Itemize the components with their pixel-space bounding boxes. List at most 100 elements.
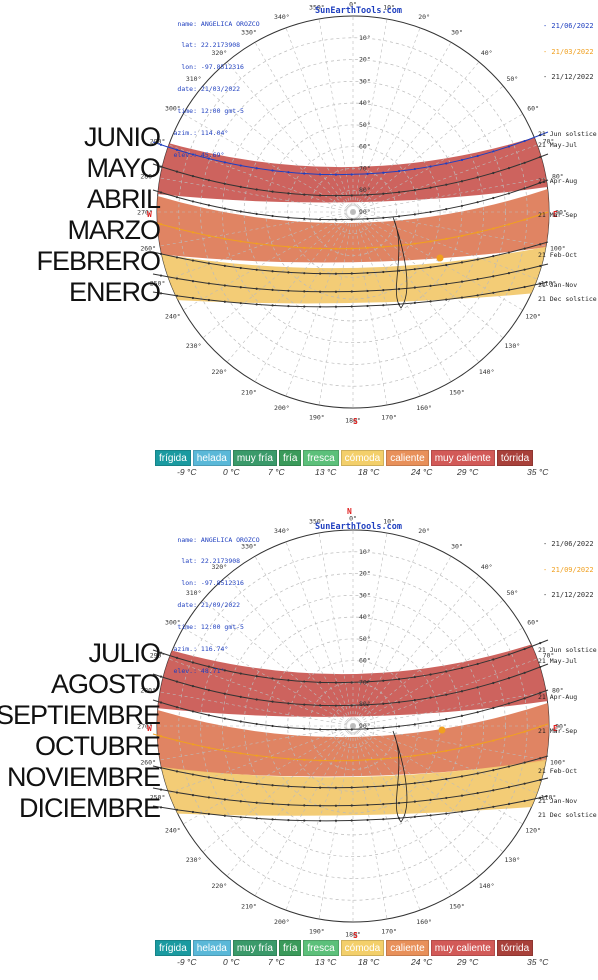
- sun-path-point: [523, 761, 526, 764]
- sun-path-point: [334, 804, 338, 807]
- sun-path-point: [319, 786, 322, 789]
- sun-path-point: [175, 170, 179, 173]
- azimuth-line: [318, 18, 354, 213]
- sun-path-point: [523, 161, 526, 164]
- azimuth-line: [352, 725, 388, 920]
- sun-path-point: [239, 164, 242, 167]
- legend-swatch: fría: [278, 940, 302, 956]
- sun-path-point: [159, 701, 163, 704]
- scale-tick-label: 0 °C: [223, 467, 240, 477]
- sun-path-point: [382, 192, 385, 195]
- azimuth-tick-label: 340°: [274, 527, 290, 535]
- sun-path-point: [175, 227, 179, 230]
- azimuth-tick-label: 30°: [451, 28, 463, 36]
- sun-path-point: [255, 212, 258, 216]
- azimuth-line: [352, 725, 504, 853]
- sun-path-point: [239, 780, 242, 784]
- azimuth-tick-label: 230°: [186, 856, 202, 864]
- sun-path-point: [207, 234, 211, 237]
- sun-path-point: [445, 777, 448, 781]
- sun-path-point: [207, 262, 211, 265]
- azimuth-line: [159, 691, 354, 727]
- elevation-tick-label: 30°: [359, 591, 371, 599]
- sun-path-panel-1: 0° 10° 20° 30° 40° 50° 60° 70° 80° 90° 100° 110° 120…: [36, 0, 596, 477]
- azimuth-line: [352, 541, 421, 727]
- sun-path-point: [255, 817, 258, 820]
- sun-path-point: [507, 288, 511, 292]
- azimuth-line: [352, 113, 523, 213]
- elevation-tick-label: 60°: [359, 143, 371, 151]
- sun-path-point: [271, 700, 274, 703]
- azimuth-line: [352, 532, 388, 727]
- date-legend-2: - 21/06/2022 - 21/09/2022 - 21/12/2022: [543, 540, 594, 599]
- cardinal-label: N: [347, 0, 352, 2]
- azimuth-tick-label: 70°: [543, 137, 555, 145]
- sun-path-point: [476, 277, 479, 281]
- sun-path-point: [382, 702, 385, 705]
- azimuth-tick-label: 220°: [211, 882, 227, 890]
- azimuth-tick-label: 40°: [481, 563, 493, 571]
- sun-path-point: [492, 227, 495, 230]
- azimuth-line: [159, 177, 354, 213]
- sun-path-point: [366, 703, 369, 706]
- sun-path-point: [159, 292, 163, 295]
- sun-path-point: [207, 746, 211, 749]
- sun-path-point: [334, 173, 338, 176]
- sun-path-point: [319, 173, 322, 176]
- sun-path-point: [287, 679, 290, 682]
- azimuth-tick-label: 290°: [150, 651, 166, 659]
- temperature-legend-2: frígida helada muy fría fría fresca cómoda cal…: [155, 940, 534, 956]
- sun-path-point: [507, 802, 511, 806]
- sun-path-point: [350, 681, 353, 684]
- sun-path-point: [445, 812, 448, 815]
- sun-path-point: [476, 711, 479, 714]
- sun-path-point: [382, 216, 385, 219]
- sun-path-point: [319, 759, 322, 762]
- site-title: SunEarthTools.com: [315, 6, 402, 16]
- sun-path-point: [366, 217, 369, 220]
- azimuth-line: [254, 211, 354, 382]
- sun-path-point: [507, 223, 511, 226]
- sun-path-point: [523, 268, 526, 271]
- sun-path-point: [271, 784, 274, 787]
- sun-path-point: [445, 237, 448, 240]
- sun-path-point: [350, 194, 353, 197]
- sun-path-point: [223, 237, 226, 240]
- sun-path-point: [350, 305, 353, 308]
- sun-path-point: [239, 695, 242, 698]
- sun-path-point: [271, 214, 274, 218]
- sun-path-point: [539, 665, 542, 669]
- scale-tick-label: 18 °C: [358, 467, 380, 477]
- azimuth-tick-label: 70°: [543, 651, 555, 659]
- azimuth-line: [226, 211, 354, 363]
- legend-swatch: muy fría: [232, 450, 277, 466]
- azimuth-tick-label: 260°: [140, 759, 156, 767]
- azimuth-line: [352, 18, 388, 213]
- sun-path-point: [191, 743, 195, 746]
- azimuth-tick-label: 50°: [506, 75, 518, 83]
- sun-path-point: [382, 726, 385, 729]
- sun-path-point: [334, 681, 338, 684]
- sun-path-point: [175, 808, 179, 811]
- elevation-tick-label: 60°: [359, 657, 371, 665]
- sun-path-point: [445, 670, 448, 673]
- elevation-tick-label: 80°: [359, 700, 371, 708]
- azimuth-tick-label: 350°: [309, 4, 325, 12]
- azimuth-tick-label: 120°: [525, 827, 541, 835]
- sun-path-point: [303, 217, 306, 220]
- sun-path-point: [523, 247, 526, 250]
- sun-path-point: [287, 803, 290, 806]
- cardinal-label: S: [353, 417, 358, 426]
- azimuth-tick-label: 10°: [383, 4, 395, 12]
- sun-path-point: [429, 210, 432, 214]
- sun-path-point: [350, 819, 353, 822]
- azimuth-tick-label: 210°: [241, 389, 257, 397]
- sun-path-point: [319, 194, 322, 197]
- sun-path-point: [476, 808, 479, 811]
- azimuth-tick-label: 140°: [479, 368, 495, 376]
- sun-path-point: [460, 746, 464, 749]
- sun-path-point: [492, 150, 495, 153]
- elevation-tick-label: 10°: [359, 34, 371, 42]
- azimuth-line: [183, 725, 354, 825]
- azimuth-tick-label: 290°: [150, 137, 166, 145]
